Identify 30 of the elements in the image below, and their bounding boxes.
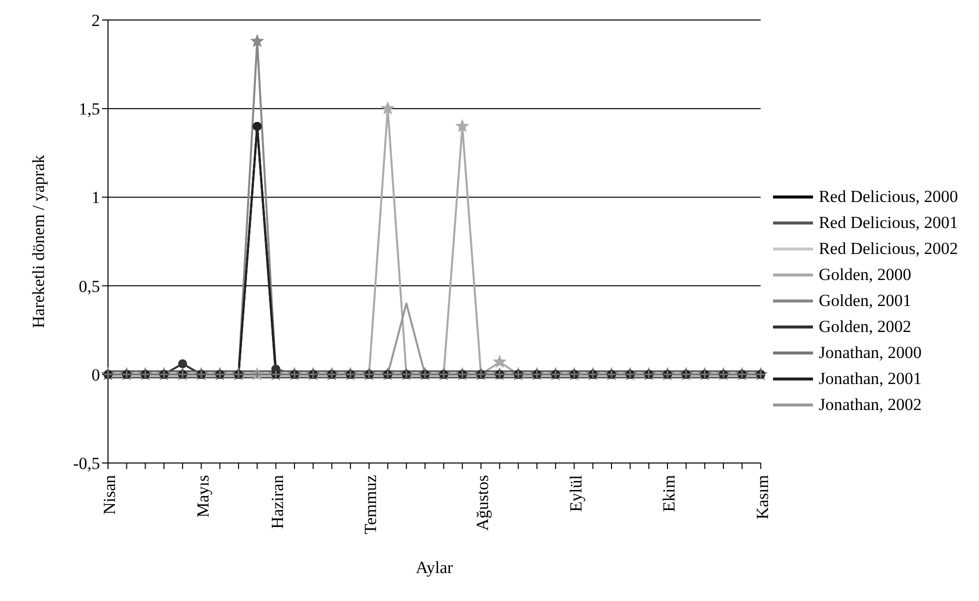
point [493, 355, 506, 368]
legend-label: Red Delicious, 2001 [818, 212, 958, 234]
legend-label: Golden, 2000 [818, 264, 912, 286]
point [382, 102, 394, 114]
y-tick-label: 1,5 [78, 100, 100, 119]
x-axis-title: Aylar [416, 558, 454, 577]
x-tick-label: Mayıs [193, 475, 212, 518]
point [250, 34, 264, 47]
y-tick-label: -0,5 [73, 454, 100, 474]
y-tick-label: 2 [92, 11, 100, 30]
x-tick-label: Kasım [752, 475, 772, 520]
y-tick-label: 0,5 [78, 276, 100, 296]
y-tick-label: 0 [92, 365, 100, 384]
y-tick-label: 1 [92, 188, 100, 208]
legend-label: Jonathan, 2001 [818, 368, 922, 390]
legend-label: Golden, 2001 [818, 290, 912, 312]
legend-label: Jonathan, 2002 [818, 394, 922, 416]
x-tick-label: Eylül [566, 474, 586, 512]
legend-label: Jonathan, 2000 [818, 342, 922, 364]
x-tick-label: Haziran [268, 474, 287, 529]
legend-label: Golden, 2002 [818, 316, 912, 338]
point [178, 359, 188, 368]
legend-label: Red Delicious, 2000 [818, 186, 958, 208]
x-tick-label: Nisan [100, 474, 120, 515]
legend-label: Red Delicious, 2002 [818, 238, 958, 260]
x-tick-label: Temmuz [361, 474, 380, 534]
point [456, 120, 469, 132]
x-tick-label: Ağustos [473, 475, 492, 531]
y-axis-title: Hareketli dönem / yaprak [29, 154, 48, 328]
x-tick-label: Ekim [660, 475, 679, 512]
